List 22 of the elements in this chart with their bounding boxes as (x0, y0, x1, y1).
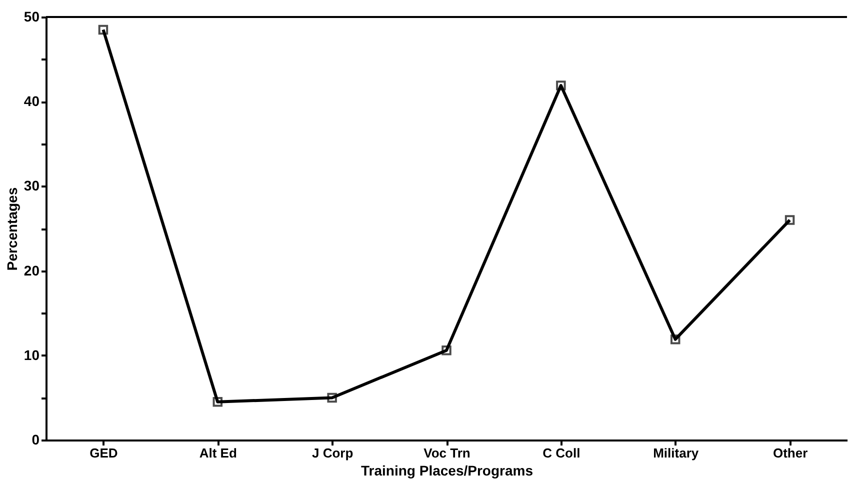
y-tick-label: 50 (24, 8, 40, 24)
x-tick-label: C Coll (542, 446, 580, 460)
x-tick-label: GED (90, 446, 118, 460)
x-tick-label: Alt Ed (199, 446, 237, 460)
y-tick-label: 30 (24, 178, 40, 194)
point (670, 334, 680, 344)
point (556, 80, 566, 90)
y-tick-label: 0 (32, 432, 40, 448)
point (442, 345, 452, 356)
y-tick-label: 20 (24, 262, 40, 278)
y-tick-label: 40 (24, 93, 40, 110)
x-tick-label: Voc Trn (424, 446, 470, 460)
x-tick-label: J Corp (312, 446, 354, 460)
x-axis-title: Training Places/Programs (361, 462, 534, 478)
x-tick-label: Other (772, 446, 808, 460)
y-axis-title: Percentages (4, 187, 20, 271)
x-tick-label: Military (653, 446, 700, 460)
point (98, 24, 108, 35)
point (212, 397, 223, 407)
y-tick-label: 10 (24, 346, 40, 363)
point (327, 392, 337, 403)
point (784, 215, 795, 225)
